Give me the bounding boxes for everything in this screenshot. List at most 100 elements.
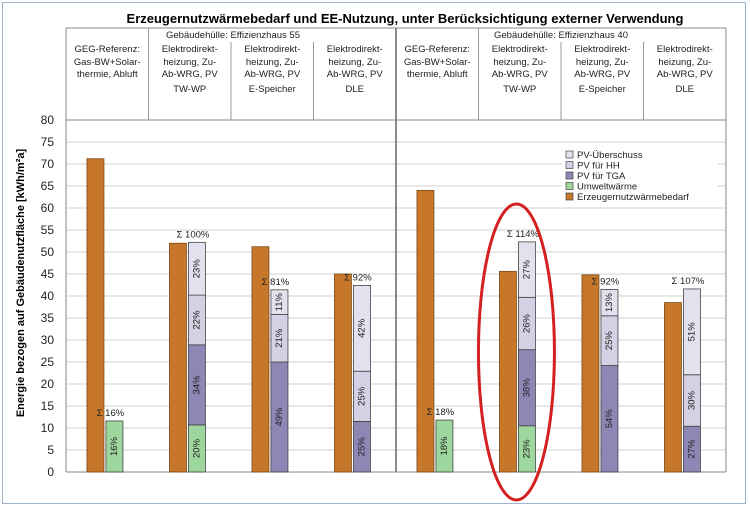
y-tick-label: 20 bbox=[41, 377, 55, 391]
category-label-line: heizung, Zu- bbox=[658, 56, 712, 68]
group-header-eh55: Gebäudehülle: Effizienzhaus 55 bbox=[166, 30, 300, 41]
category-label-line: heizung, Zu- bbox=[163, 56, 217, 68]
bar-segment bbox=[518, 241, 536, 298]
category-label-line: heizung, Zu- bbox=[575, 56, 629, 68]
segment-percent-label: 38% bbox=[521, 378, 532, 398]
segment-percent-label: 27% bbox=[521, 260, 532, 280]
segment-percent-label: 42% bbox=[356, 318, 367, 338]
bar-erzeugernutzwaermebedarf bbox=[664, 302, 682, 473]
sum-label: Σ 100% bbox=[177, 229, 210, 240]
sum-label: Σ 114% bbox=[507, 229, 540, 240]
category-label-line: heizung, Zu- bbox=[493, 56, 547, 68]
segment-percent-label: 16% bbox=[109, 436, 120, 456]
y-tick-label: 50 bbox=[41, 245, 55, 259]
y-tick-label: 45 bbox=[41, 267, 55, 281]
category-label-line: GEG-Referenz: bbox=[74, 44, 140, 55]
category-label: Elektrodirekt-heizung, Zu- Ab-WRG, PV DLE bbox=[314, 44, 397, 96]
category-label-line: thermie, Abluft bbox=[406, 69, 468, 80]
category-label-line: E-Speicher bbox=[578, 83, 626, 95]
highlight-ellipse bbox=[476, 202, 556, 502]
sum-label: Σ 92% bbox=[344, 272, 372, 283]
y-tick-label: 65 bbox=[41, 179, 55, 193]
category-label-line: Ab-WRG, PV bbox=[491, 69, 548, 80]
category-label-line: DLE bbox=[675, 83, 694, 95]
y-tick-label: 5 bbox=[47, 443, 54, 457]
y-tick-label: 15 bbox=[41, 399, 55, 413]
category-label-line: heizung, Zu- bbox=[245, 56, 299, 68]
category-label-line: Ab-WRG, PV bbox=[244, 69, 301, 80]
segment-percent-label: 25% bbox=[604, 331, 615, 351]
bar-segment bbox=[353, 285, 371, 372]
y-tick-label: 40 bbox=[41, 289, 55, 303]
segment-percent-label: 23% bbox=[191, 259, 202, 279]
category-label-line: Elektrodirekt- bbox=[244, 44, 301, 55]
legend-swatch bbox=[565, 150, 574, 159]
bar-segment bbox=[683, 288, 701, 376]
y-tick-label: 60 bbox=[41, 201, 55, 215]
sum-label: Σ 18% bbox=[427, 407, 455, 418]
segment-percent-label: 54% bbox=[604, 409, 615, 429]
legend-label: PV für TGA bbox=[577, 171, 626, 182]
bar-segment bbox=[600, 288, 619, 317]
segment-percent-label: 22% bbox=[191, 310, 202, 330]
category-label-line: heizung, Zu- bbox=[328, 56, 382, 68]
category-label-line: Elektrodirekt- bbox=[491, 44, 548, 55]
segment-percent-label: 34% bbox=[191, 375, 202, 395]
category-label-line: DLE bbox=[345, 83, 364, 95]
segment-percent-label: 51% bbox=[686, 322, 697, 342]
segment-percent-label: 25% bbox=[356, 386, 367, 406]
category-label: Elektrodirekt-heizung, Zu- Ab-WRG, PV E-Sp… bbox=[231, 44, 314, 96]
category-label-line: Ab-WRG, PV bbox=[161, 69, 218, 80]
category-label-line: E-Speicher bbox=[248, 83, 296, 95]
category-label-line: Elektrodirekt- bbox=[326, 44, 383, 55]
legend-swatch bbox=[565, 182, 574, 190]
category-label-line: Elektrodirekt- bbox=[656, 44, 713, 55]
y-tick-label: 35 bbox=[41, 311, 55, 325]
legend-swatch bbox=[565, 192, 574, 201]
category-label: GEG-Referenz: Gas-BW+Solar-thermie, Abluf… bbox=[396, 44, 479, 82]
category-label-line: Ab-WRG, PV bbox=[574, 69, 631, 80]
bar-erzeugernutzwaermebedarf bbox=[416, 189, 435, 473]
legend-box bbox=[562, 148, 718, 205]
bar-erzeugernutzwaermebedarf bbox=[499, 270, 517, 473]
bar-erzeugernutzwaermebedarf bbox=[86, 158, 105, 473]
category-label: Elektrodirekt-heizung, Zu- Ab-WRG, PV DLE bbox=[644, 44, 727, 96]
legend-label: Erzeugernutzwärmebedarf bbox=[577, 192, 689, 203]
y-tick-label: 70 bbox=[41, 157, 55, 171]
sum-label: Σ 92% bbox=[592, 276, 620, 287]
segment-percent-label: 26% bbox=[521, 313, 532, 333]
y-tick-label: 0 bbox=[47, 465, 54, 479]
segment-percent-label: 18% bbox=[439, 436, 450, 456]
legend-label: PV-Überschuss bbox=[577, 150, 643, 161]
category-label-line: TW-WP bbox=[503, 83, 537, 95]
y-tick-label: 30 bbox=[41, 333, 55, 347]
legend-swatch bbox=[565, 161, 574, 169]
sum-label: Σ 81% bbox=[262, 277, 290, 288]
y-tick-label: 80 bbox=[41, 113, 55, 127]
y-axis-label: Energie bezogen auf Gebäudenutzfläche [k… bbox=[15, 148, 27, 418]
bar-segment bbox=[270, 289, 289, 315]
segment-percent-label: 20% bbox=[191, 438, 202, 458]
category-label-line: GEG-Referenz: bbox=[404, 44, 470, 55]
segment-percent-label: 21% bbox=[274, 328, 285, 348]
category-label-line: thermie, Abluft bbox=[76, 69, 138, 80]
bar-erzeugernutzwaermebedarf bbox=[334, 273, 352, 473]
category-label: GEG-Referenz: Gas-BW+Solar-thermie, Abluf… bbox=[66, 44, 149, 82]
segment-percent-label: 11% bbox=[274, 292, 285, 311]
y-tick-label: 75 bbox=[41, 135, 55, 149]
group-header-eh40: Gebäudehülle: Effizienzhaus 40 bbox=[494, 30, 628, 41]
y-tick-label: 55 bbox=[41, 223, 55, 237]
category-label: Elektrodirekt-heizung, Zu- Ab-WRG, PV TW-W… bbox=[149, 44, 232, 96]
legend-swatch bbox=[565, 171, 574, 180]
legend-label: Umweltwärme bbox=[577, 182, 637, 193]
bar-erzeugernutzwaermebedarf bbox=[169, 242, 187, 473]
y-tick-label: 10 bbox=[41, 421, 55, 435]
sum-label: Σ 107% bbox=[672, 276, 705, 287]
segment-percent-label: 23% bbox=[521, 439, 532, 459]
segment-percent-label: 13% bbox=[604, 293, 615, 313]
segment-percent-label: 49% bbox=[274, 407, 285, 427]
y-tick-label: 25 bbox=[41, 355, 55, 369]
category-label-line: Gas-BW+Solar- bbox=[403, 56, 471, 68]
segment-percent-label: 25% bbox=[356, 437, 367, 457]
